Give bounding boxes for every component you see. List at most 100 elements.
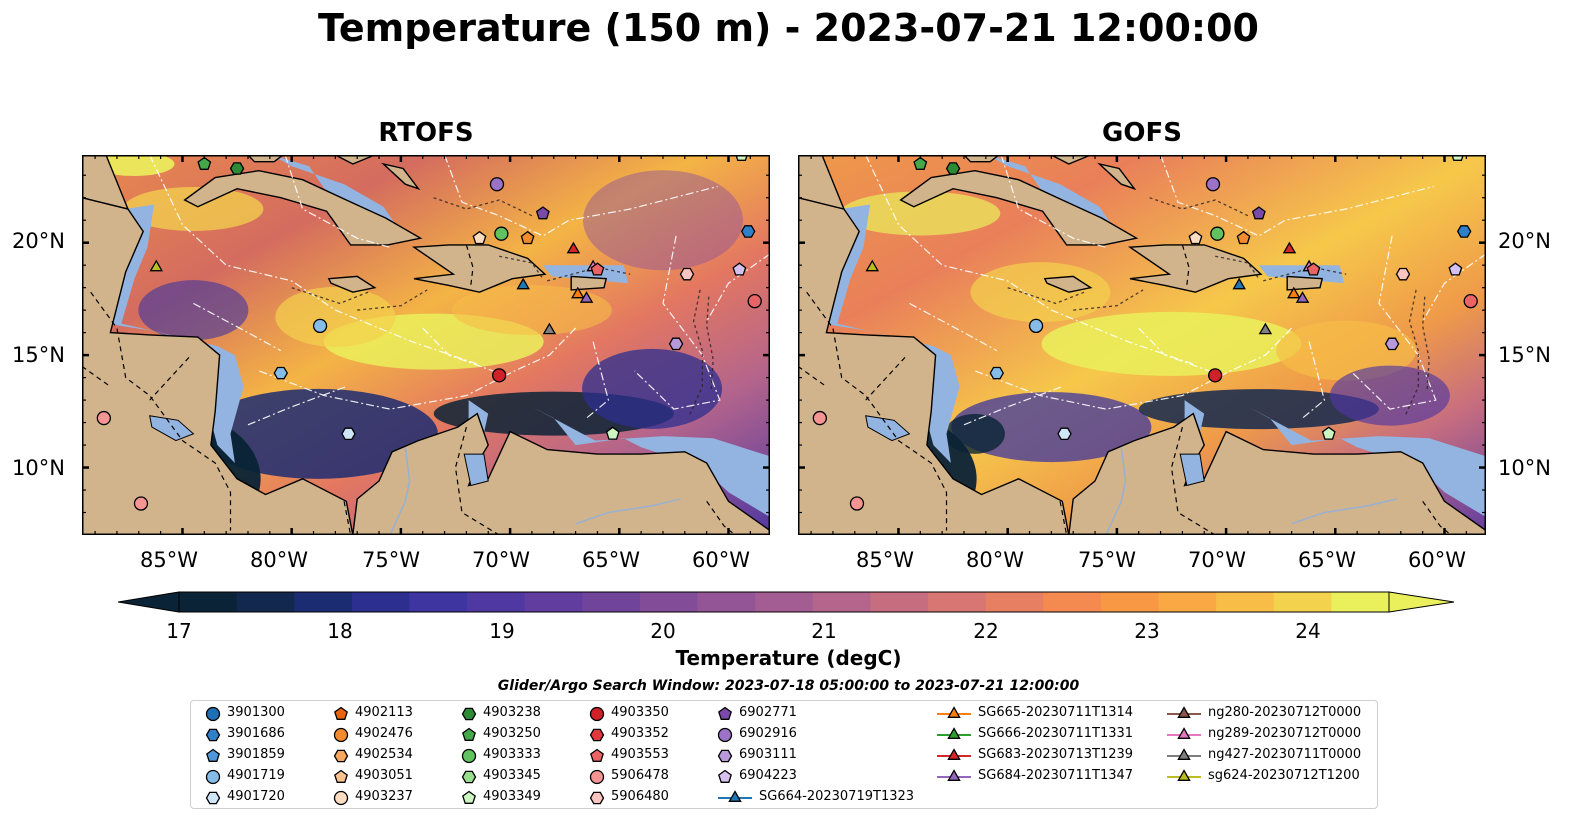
observation-marker <box>668 337 684 351</box>
legend-marker <box>589 706 605 721</box>
observation-marker <box>747 294 762 309</box>
legend-item: ng280-20230712T0000 <box>1166 703 1361 722</box>
lon-tick-label: 60°W <box>692 548 750 572</box>
observation-marker <box>589 728 605 741</box>
legend-marker <box>589 791 605 804</box>
observation-marker <box>96 410 111 426</box>
legend-label: 3901300 <box>227 705 285 720</box>
bathymetry-contour <box>433 197 533 217</box>
lake <box>463 453 489 487</box>
observation-marker <box>461 707 477 720</box>
legend-marker <box>1167 705 1201 718</box>
observation-marker <box>1188 230 1203 245</box>
eez-boundary <box>865 155 1194 365</box>
landmass-bahamas1 <box>1051 155 1091 165</box>
legend-item: SG665-20230711T1314 <box>936 703 1133 722</box>
lat-tick-label: 15°N <box>1498 343 1551 367</box>
observation-marker <box>333 790 349 805</box>
landmass-florida <box>247 155 285 163</box>
colorbar-tick: 17 <box>166 619 192 643</box>
national-border <box>865 356 906 401</box>
legend-marker <box>1167 768 1201 781</box>
legend-marker <box>937 705 971 718</box>
colorbar-segment <box>812 592 872 612</box>
observation-marker <box>492 368 507 383</box>
legend-marker <box>937 747 971 760</box>
landmass-yucatanN <box>82 155 130 211</box>
national-border <box>90 291 232 531</box>
observation-marker <box>333 727 349 742</box>
landmass-puertoRico <box>570 275 608 291</box>
legend-item: 4901719 <box>205 766 285 785</box>
colorbar-segment <box>409 592 468 612</box>
legend-item: 4902476 <box>333 724 413 743</box>
legend-item: 3901686 <box>205 724 285 743</box>
temperature-contour <box>451 285 612 336</box>
colorbar-segment <box>928 592 987 612</box>
observation-marker <box>849 496 865 511</box>
observation-marker <box>579 291 594 303</box>
legend-label: 4903349 <box>483 789 541 804</box>
lon-tick-label: 75°W <box>1078 548 1136 572</box>
observation-marker <box>947 747 961 760</box>
observation-marker <box>1456 225 1472 238</box>
landmass-puertoRico <box>1286 275 1324 291</box>
river <box>575 498 681 525</box>
observation-marker <box>1177 705 1191 718</box>
landmass-centralAm <box>798 196 1070 535</box>
observation-marker <box>205 728 221 741</box>
observation-marker <box>1208 368 1223 383</box>
national-border <box>1059 501 1068 535</box>
legend-marker <box>717 727 733 742</box>
legend-marker <box>718 769 732 783</box>
bathymetry-contour <box>1007 287 1085 305</box>
observation-marker <box>149 259 164 272</box>
legend-item: 4903051 <box>333 766 413 785</box>
legend-label: ng427-20230711T0000 <box>1208 747 1362 762</box>
shallow-shelf <box>272 155 395 223</box>
legend-label: 4903051 <box>355 768 413 783</box>
legend-marker <box>589 728 605 741</box>
landmass-hispaniola <box>1127 244 1263 293</box>
legend-label: SG665-20230711T1314 <box>978 705 1134 720</box>
national-border <box>82 365 111 388</box>
national-border <box>706 500 736 535</box>
temperature-contour <box>138 280 249 341</box>
observation-marker <box>312 318 328 334</box>
eez-boundary <box>422 327 500 374</box>
legend-item: 4903553 <box>589 745 669 764</box>
lat-tick-label: 15°N <box>12 343 65 367</box>
legend-marker <box>589 769 605 784</box>
temperature-contour <box>951 392 1152 463</box>
eez-boundary <box>963 386 1063 426</box>
legend-label: 4901719 <box>227 768 285 783</box>
observation-marker <box>1321 426 1336 440</box>
legend-item: 5906480 <box>589 787 669 806</box>
lon-tick-label: 80°W <box>250 548 308 572</box>
observation-marker <box>1448 262 1463 276</box>
landmass-jamaica <box>327 275 377 293</box>
landmass-bahamas1 <box>335 155 375 165</box>
observation-marker <box>1177 726 1191 739</box>
lon-tick-label: 65°W <box>1298 548 1356 572</box>
observation-marker <box>1258 322 1273 335</box>
colorbar-segment <box>1273 592 1332 612</box>
bathymetry-contour <box>291 287 369 305</box>
legend-marker <box>937 768 971 781</box>
legend-marker <box>1167 726 1201 739</box>
colorbar-segment <box>582 592 641 612</box>
observation-marker <box>566 241 581 254</box>
colorbar-frame <box>178 591 1390 613</box>
legend-item: 4903333 <box>461 745 541 764</box>
temperature-contour <box>1041 311 1302 376</box>
legend-label: 3901686 <box>227 726 285 741</box>
observation-marker <box>334 769 348 783</box>
eez-boundary <box>1302 341 1326 419</box>
legend-label: 6902916 <box>739 726 797 741</box>
eez-boundary <box>1000 155 1107 248</box>
legend-marker <box>461 707 477 720</box>
legend-item: ng427-20230711T0000 <box>1166 745 1361 764</box>
observation-marker <box>205 706 221 721</box>
legend-marker <box>1167 747 1201 760</box>
legend-marker <box>333 749 349 762</box>
